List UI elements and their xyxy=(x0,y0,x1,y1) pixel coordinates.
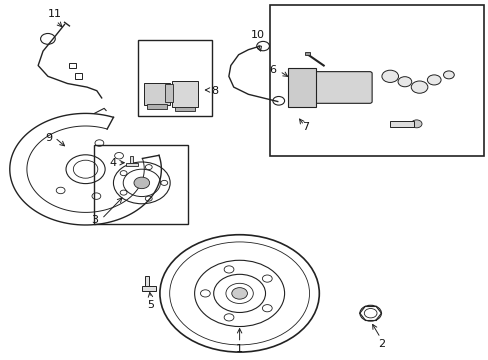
Circle shape xyxy=(134,177,149,189)
Bar xyxy=(126,163,138,166)
Text: 3: 3 xyxy=(91,215,98,225)
Bar xyxy=(389,121,413,127)
Circle shape xyxy=(292,71,305,81)
Text: 8: 8 xyxy=(211,86,218,96)
Text: 11: 11 xyxy=(48,9,61,19)
Text: 7: 7 xyxy=(302,122,309,132)
Bar xyxy=(287,68,315,107)
Text: 4: 4 xyxy=(109,158,116,168)
FancyBboxPatch shape xyxy=(309,72,371,103)
Text: 6: 6 xyxy=(269,65,276,75)
Bar xyxy=(145,276,148,286)
Circle shape xyxy=(397,77,411,87)
Circle shape xyxy=(346,81,363,93)
Text: 5: 5 xyxy=(147,300,154,310)
Text: 1: 1 xyxy=(236,344,243,354)
Bar xyxy=(138,40,212,116)
Bar xyxy=(305,52,309,55)
Circle shape xyxy=(231,288,247,299)
Bar xyxy=(172,81,197,107)
Bar xyxy=(69,63,76,68)
Circle shape xyxy=(427,75,440,85)
Circle shape xyxy=(443,71,453,79)
Bar xyxy=(164,84,172,102)
Bar xyxy=(174,107,195,111)
Bar xyxy=(142,286,156,291)
Bar xyxy=(144,83,169,105)
Bar xyxy=(94,145,187,224)
Bar xyxy=(129,156,133,163)
Text: 9: 9 xyxy=(45,132,53,143)
Circle shape xyxy=(410,120,421,128)
Text: 2: 2 xyxy=(377,339,384,349)
Circle shape xyxy=(381,70,398,82)
Bar xyxy=(269,5,483,156)
Circle shape xyxy=(410,81,427,93)
Circle shape xyxy=(317,80,335,94)
Circle shape xyxy=(292,91,305,102)
Circle shape xyxy=(331,80,350,94)
Bar xyxy=(75,73,81,79)
Bar xyxy=(146,104,167,109)
Text: 10: 10 xyxy=(251,30,264,40)
